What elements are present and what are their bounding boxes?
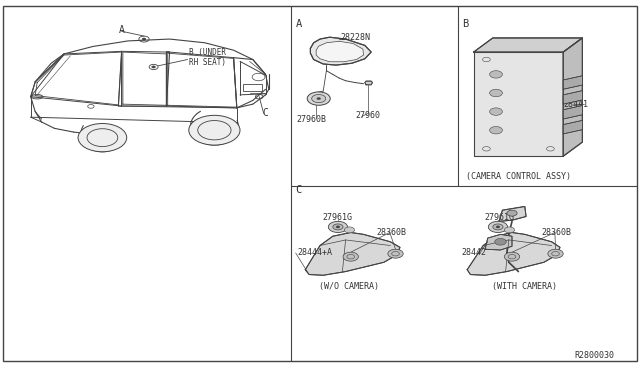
Text: (W/O CAMERA): (W/O CAMERA) xyxy=(319,282,379,291)
Circle shape xyxy=(142,38,146,40)
Circle shape xyxy=(307,92,330,105)
Circle shape xyxy=(317,97,321,100)
Text: C: C xyxy=(296,185,302,195)
Polygon shape xyxy=(310,37,371,65)
Text: B (UNDER
RH SEAT): B (UNDER RH SEAT) xyxy=(189,48,226,67)
Text: C: C xyxy=(262,109,269,118)
Bar xyxy=(243,84,262,91)
Text: 27961G: 27961G xyxy=(323,213,353,222)
Circle shape xyxy=(328,221,348,232)
Polygon shape xyxy=(499,206,526,221)
Text: 27960B: 27960B xyxy=(297,115,326,124)
Circle shape xyxy=(333,224,343,230)
Text: 28442: 28442 xyxy=(461,248,486,257)
Polygon shape xyxy=(563,106,582,119)
Circle shape xyxy=(490,71,502,78)
Circle shape xyxy=(343,252,358,261)
Circle shape xyxy=(496,226,500,228)
Text: (CAMERA CONTROL ASSY): (CAMERA CONTROL ASSY) xyxy=(466,172,571,181)
Bar xyxy=(474,52,563,156)
Circle shape xyxy=(312,94,326,103)
Circle shape xyxy=(490,126,502,134)
Polygon shape xyxy=(316,41,364,62)
Circle shape xyxy=(490,89,502,97)
Polygon shape xyxy=(485,234,512,250)
Ellipse shape xyxy=(31,94,43,99)
Text: 28228N: 28228N xyxy=(340,33,370,42)
Circle shape xyxy=(488,221,508,232)
Circle shape xyxy=(189,115,240,145)
Polygon shape xyxy=(467,232,560,275)
Circle shape xyxy=(388,249,403,258)
Circle shape xyxy=(548,249,563,258)
Polygon shape xyxy=(474,38,582,52)
Circle shape xyxy=(504,227,515,233)
Polygon shape xyxy=(305,232,400,275)
Text: 28444+A: 28444+A xyxy=(298,248,333,257)
Circle shape xyxy=(152,66,156,68)
Text: A: A xyxy=(296,19,302,29)
Circle shape xyxy=(495,238,506,245)
Circle shape xyxy=(336,226,340,228)
Polygon shape xyxy=(563,38,582,156)
Circle shape xyxy=(493,224,503,230)
Polygon shape xyxy=(365,81,372,85)
Text: B: B xyxy=(462,19,468,29)
Polygon shape xyxy=(563,76,582,89)
Circle shape xyxy=(344,227,355,233)
Text: A: A xyxy=(118,25,125,35)
Text: 27960: 27960 xyxy=(355,111,381,120)
Circle shape xyxy=(78,124,127,152)
Text: (WITH CAMERA): (WITH CAMERA) xyxy=(492,282,557,291)
Text: 28360B: 28360B xyxy=(377,228,406,237)
Polygon shape xyxy=(563,121,582,134)
Text: 28360B: 28360B xyxy=(542,228,572,237)
Circle shape xyxy=(507,210,517,216)
Text: 284A1: 284A1 xyxy=(563,100,589,109)
Text: R2800030: R2800030 xyxy=(575,351,614,360)
Polygon shape xyxy=(563,91,582,104)
Text: 27961G: 27961G xyxy=(484,213,514,222)
Circle shape xyxy=(504,252,520,261)
Circle shape xyxy=(490,108,502,115)
